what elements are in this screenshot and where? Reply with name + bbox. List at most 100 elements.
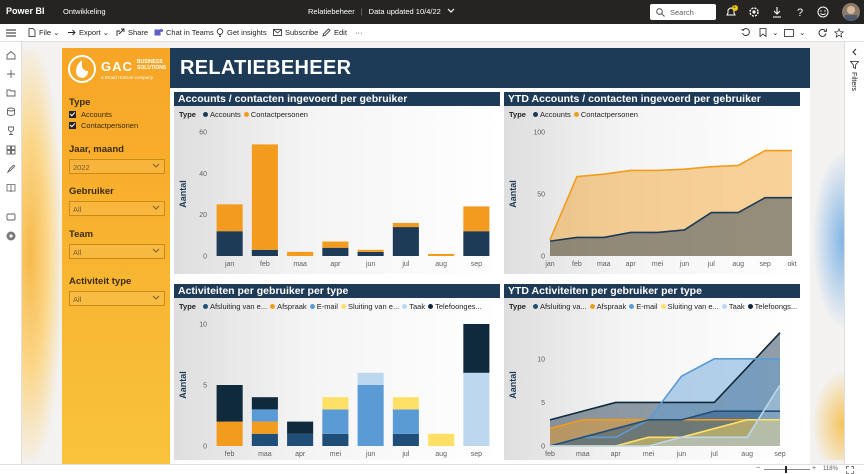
bar-segment bbox=[463, 206, 490, 232]
x-tick-label: maa bbox=[258, 451, 272, 458]
zoom-slider-thumb[interactable] bbox=[785, 466, 787, 473]
legend-marker bbox=[243, 112, 249, 117]
chart-ytd-accounts[interactable]: YTD Accounts / contacten ingevoerd per g… bbox=[504, 92, 800, 274]
search-input[interactable]: Search bbox=[650, 4, 716, 20]
workspace-avatar-icon[interactable] bbox=[6, 231, 16, 241]
activiteit-type-dropdown[interactable]: All bbox=[69, 291, 165, 306]
dropdown-value: All bbox=[73, 205, 82, 214]
chat-in-teams-button[interactable]: Chat in Teams bbox=[154, 28, 214, 37]
expand-chevron-icon[interactable] bbox=[850, 48, 859, 56]
legend-item[interactable]: Afsluiting van e... bbox=[209, 302, 268, 311]
view-icon[interactable]: ⌄ bbox=[784, 28, 805, 37]
data-hub-icon[interactable] bbox=[6, 107, 16, 117]
refresh-icon[interactable] bbox=[818, 28, 830, 37]
share-button[interactable]: Share bbox=[116, 28, 148, 37]
export-menu[interactable]: Export ⌄ bbox=[67, 28, 109, 37]
logo-tagline-2: SOLUTIONS bbox=[137, 65, 167, 71]
legend-item[interactable]: Taak bbox=[728, 302, 745, 311]
feedback-smiley-icon[interactable] bbox=[816, 5, 830, 19]
browse-folder-icon[interactable] bbox=[6, 88, 16, 98]
legend-item[interactable]: Sluiting van e... bbox=[347, 302, 400, 311]
legend-item[interactable]: Afsluiting va... bbox=[539, 302, 587, 311]
more-options-button[interactable]: ··· bbox=[355, 28, 363, 37]
checkbox-checked[interactable] bbox=[69, 122, 76, 129]
filters-pane[interactable]: Filters bbox=[844, 42, 864, 464]
bar-segment bbox=[287, 433, 314, 446]
chevron-down-icon bbox=[152, 205, 160, 210]
decorative-blob bbox=[812, 370, 844, 460]
y-tick-label: 50 bbox=[537, 192, 545, 199]
legend-marker bbox=[202, 112, 208, 117]
legend-item[interactable]: Contactpersonen bbox=[250, 110, 308, 119]
search-placeholder: Search bbox=[670, 8, 694, 17]
favorite-star-icon[interactable] bbox=[833, 27, 847, 38]
bar-segment bbox=[392, 227, 419, 256]
gebruiker-dropdown[interactable]: All bbox=[69, 201, 165, 216]
legend-title: Type bbox=[509, 302, 526, 311]
bar-segment bbox=[216, 231, 243, 256]
filter-side-panel: GAC BUSINESS SOLUTIONS a Broad Horizon co… bbox=[62, 48, 170, 464]
filter-funnel-icon bbox=[850, 61, 859, 69]
checkbox-checked[interactable] bbox=[69, 111, 76, 118]
user-avatar[interactable] bbox=[842, 3, 860, 21]
y-tick-label: 5 bbox=[541, 400, 545, 407]
legend-item[interactable]: Accounts bbox=[539, 110, 571, 119]
legend-item[interactable]: E-mail bbox=[316, 302, 338, 311]
legend-item[interactable]: Telefoongs... bbox=[754, 302, 798, 311]
data-updated-label[interactable]: Data updated 10/4/22 bbox=[368, 7, 441, 16]
legend-item[interactable]: E-mail bbox=[636, 302, 658, 311]
file-menu[interactable]: File ⌄ bbox=[28, 28, 59, 37]
type-option-contactpersonen[interactable]: Contactpersonen bbox=[69, 121, 138, 130]
legend-marker bbox=[721, 304, 727, 309]
chart-activities-per-type[interactable]: Activiteiten per gebruiker per type Type A… bbox=[174, 284, 500, 460]
bookmark-icon[interactable]: ⌄ bbox=[759, 28, 778, 38]
chart-ytd-activities[interactable]: YTD Activiteiten per gebruiker per type T… bbox=[504, 284, 800, 460]
x-tick-label: apr bbox=[626, 261, 637, 268]
app-name[interactable]: Power BI bbox=[6, 6, 45, 16]
subscribe-button[interactable]: Subscribe bbox=[273, 28, 318, 37]
search-icon bbox=[656, 8, 665, 17]
legend-item[interactable]: Contactpersonen bbox=[580, 110, 638, 119]
workspaces-icon[interactable] bbox=[6, 212, 16, 222]
legend-item[interactable]: Sluiting van e... bbox=[667, 302, 719, 311]
create-plus-icon[interactable] bbox=[6, 69, 16, 79]
edit-button[interactable]: Edit bbox=[322, 28, 347, 37]
zoom-in-button[interactable]: + bbox=[812, 465, 817, 472]
jaar-maand-dropdown[interactable]: 2022 bbox=[69, 159, 165, 174]
chart-accounts-per-user[interactable]: Accounts / contacten ingevoerd per gebru… bbox=[174, 92, 500, 274]
type-option-accounts[interactable]: Accounts bbox=[69, 110, 112, 119]
legend-item[interactable]: Afspraak bbox=[277, 302, 307, 311]
y-tick-label: 5 bbox=[203, 383, 207, 390]
legend-item[interactable]: Telefoonges... bbox=[435, 302, 482, 311]
report-banner-title: RELATIEBEHEER bbox=[180, 57, 352, 79]
legend-item[interactable]: Taak bbox=[409, 302, 426, 311]
home-icon[interactable] bbox=[6, 50, 16, 60]
logo-subtitle: a Broad Horizon company bbox=[101, 75, 154, 80]
filters-label[interactable]: Filters bbox=[850, 72, 857, 92]
workspace-name[interactable]: Ontwikkeling bbox=[63, 7, 106, 16]
chart-title: YTD Activiteiten per gebruiker per type bbox=[504, 284, 800, 298]
zoom-level[interactable]: 118% bbox=[823, 466, 838, 472]
y-tick-label: 10 bbox=[199, 322, 207, 329]
learn-book-icon[interactable] bbox=[6, 183, 16, 193]
x-tick-label: mei bbox=[652, 261, 664, 268]
legend-item[interactable]: Accounts bbox=[209, 110, 241, 119]
goals-trophy-icon[interactable] bbox=[6, 126, 16, 136]
get-insights-button[interactable]: Get insights bbox=[216, 28, 267, 37]
zoom-slider[interactable] bbox=[764, 469, 810, 470]
notifications-bell-icon[interactable]: 1 bbox=[724, 4, 738, 19]
help-icon[interactable]: ? bbox=[793, 5, 807, 19]
reset-icon[interactable] bbox=[741, 28, 753, 37]
deployment-rocket-icon[interactable] bbox=[6, 164, 16, 174]
x-tick-label: jan bbox=[544, 261, 554, 268]
nav-menu-icon[interactable] bbox=[6, 28, 19, 37]
legend-title: Type bbox=[509, 110, 526, 119]
zoom-out-button[interactable]: − bbox=[756, 465, 761, 472]
apps-icon[interactable] bbox=[6, 145, 16, 155]
chevron-down-icon[interactable] bbox=[447, 8, 455, 14]
fit-to-page-icon[interactable] bbox=[846, 466, 854, 474]
download-icon[interactable] bbox=[770, 5, 784, 19]
legend-item[interactable]: Afspraak bbox=[596, 302, 627, 311]
settings-gear-icon[interactable] bbox=[747, 5, 761, 19]
team-dropdown[interactable]: All bbox=[69, 244, 165, 259]
